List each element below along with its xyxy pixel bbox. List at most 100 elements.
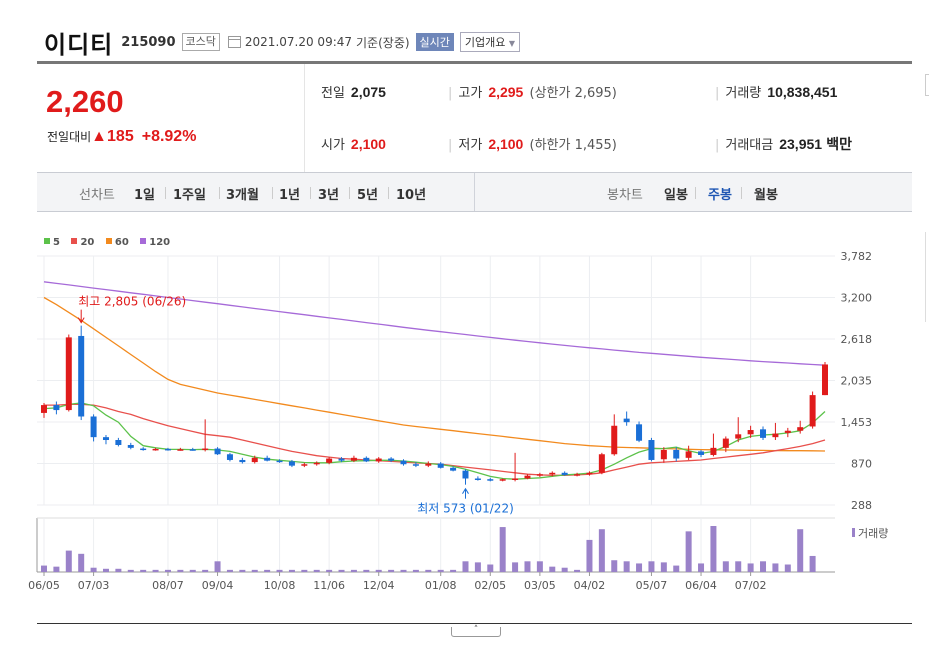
volume-bar [41,565,47,572]
candle-down [636,424,643,441]
market-badge: 코스닥 [181,33,220,51]
x-tick-label: 05/07 [636,579,668,592]
candle-up [660,449,667,460]
candle-up [202,448,209,451]
candle-up [586,472,593,475]
stock-header: 이디티 215090 코스닥 2021.07.20 09:47 기준(장중) 실… [44,27,521,59]
amount-stat: | 거래대금 23,951 백만 [715,136,852,153]
tab-1w[interactable]: 1주일 [173,188,206,203]
volume-bar [636,563,643,572]
tab-3y[interactable]: 3년 [318,188,340,203]
x-tick-label: 12/04 [363,579,395,592]
tab-weekly-candle[interactable]: 주봉 [708,188,732,203]
tab-1d[interactable]: 1일 [134,188,156,203]
volume-bar [598,529,605,572]
candle-up [524,475,531,479]
candle-up [41,405,47,413]
candle-down [127,444,134,448]
volume-bar [412,569,419,572]
volume-value: 10,838,451 [767,84,838,100]
volume-legend-label: 거래량 [858,527,888,540]
legend-ma120: 120 [140,237,170,248]
y-tick-label: 1,453 [841,416,873,429]
volume-bar [102,568,109,572]
x-tick-label: 01/08 [425,579,457,592]
realtime-button[interactable]: 실시간 [415,33,454,51]
open-value: 2,100 [350,136,386,152]
volume-bar [586,539,593,572]
ma-legend: 5 20 60 120 [44,237,178,248]
dropdown-arrow-icon: ▼ [508,39,516,48]
legend-ma5: 5 [44,237,60,248]
quote-basis: 기준(장중) [356,35,410,50]
candle-up [512,478,519,480]
candle-up [772,433,779,438]
volume-legend-swatch [852,528,855,537]
candle-down [412,464,419,466]
candle-down [450,467,457,471]
candle-up [536,474,543,476]
volume-bar [574,569,581,572]
volume-bar [388,569,395,572]
tab-3m[interactable]: 3개월 [226,188,259,203]
volume-bar [809,555,816,572]
ma60-line [43,296,826,452]
volume-bar [673,565,680,572]
low-label: 저가 [458,138,483,153]
tab-5y[interactable]: 5년 [357,188,379,203]
y-tick-label: 870 [851,458,872,471]
company-overview-dropdown[interactable]: 기업개요 ▼ [459,32,521,52]
high-label: 고가 [458,86,483,101]
volume-bar [437,569,444,572]
upper-limit: (상한가 2,695) [529,86,617,101]
candle-down [673,449,680,459]
volume-bar [685,531,692,572]
volume-bar [772,563,779,572]
candle-down [338,458,345,461]
volume-bar [301,569,308,572]
tab-daily-candle[interactable]: 일봉 [664,188,688,203]
x-tick-label: 06/05 [28,579,60,592]
volume-stat: | 거래량 10,838,451 [715,84,838,101]
candle-down [214,448,221,455]
high-stat: | 고가 2,295 (상한가 2,695) [448,84,617,101]
candle-down [561,472,568,475]
candle-up [574,474,581,476]
amount-value: 23,951 [779,136,823,152]
candle-down [760,429,767,438]
candle-chart-label: 봉차트 [607,188,643,203]
candle-up [326,458,333,463]
tab-1y[interactable]: 1년 [279,188,301,203]
candle-down [276,460,283,463]
tab-monthly-candle[interactable]: 월봉 [754,188,778,203]
candle-down [698,451,705,455]
volume-bar [623,561,630,572]
volume-bar [784,564,791,572]
candle-down [53,405,60,411]
volume-bar [115,568,122,572]
candle-down [115,440,122,445]
stock-code: 215090 [121,34,176,50]
candle-down [78,335,85,417]
collapse-chart-button[interactable]: ˄ [451,626,501,637]
tab-10y[interactable]: 10년 [396,188,427,203]
price-change: 전일대비▲185 +8.92% [47,128,196,146]
lower-limit: (하한가 1,455) [529,138,617,153]
volume-bar [648,561,655,572]
candle-up [177,449,184,451]
candle-up [251,457,258,463]
candle-up [685,451,692,458]
volume-bar [425,569,432,572]
candle-up [350,457,357,461]
change-value: 185 [107,128,134,145]
volume-bar [326,569,333,572]
volume-bar [239,569,246,572]
candle-down [288,461,295,466]
quote-datetime: 2021.07.20 09:47 [244,35,353,49]
volume-bar [189,569,196,572]
high-value: 2,295 [488,84,524,100]
chart-period-tabs: 선차트 1일 1주일 3개월 1년 3년 5년 10년 봉차트 일봉 주봉 월봉 [37,172,912,212]
volume-bar [797,529,804,572]
candle-up [809,395,816,427]
candle-up [822,364,828,396]
